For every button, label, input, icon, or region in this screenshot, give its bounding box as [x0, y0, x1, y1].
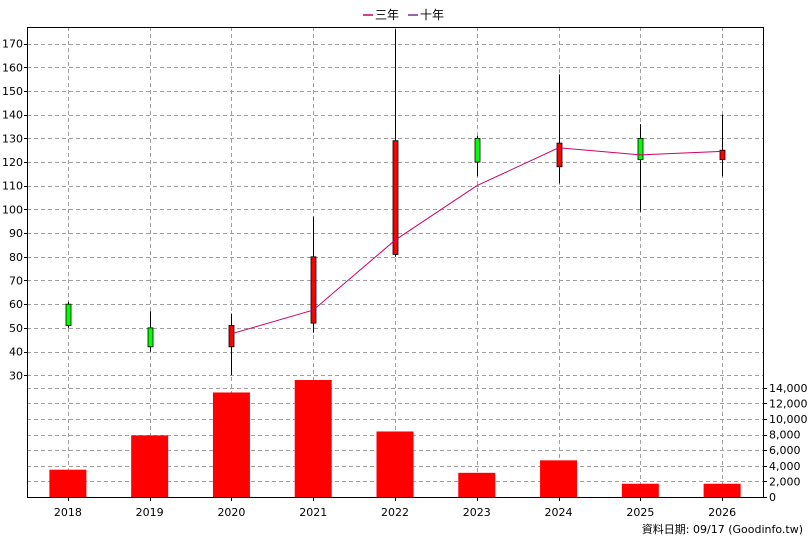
candle-body [228, 325, 235, 348]
x-tick-label: 2026 [708, 506, 736, 519]
volume-bar [49, 469, 87, 497]
volume-tick-label: 0 [769, 491, 776, 504]
legend-label-ten-year: 十年 [420, 8, 444, 22]
price-tick-label: 140 [2, 109, 23, 122]
volume-tick-label: 12,000 [769, 397, 808, 410]
volume-bar [458, 472, 496, 497]
volume-bars [49, 380, 741, 497]
trend-lines [231, 147, 723, 335]
volume-bar [376, 431, 414, 497]
volume-tick-label: 8,000 [769, 429, 801, 442]
volume-tick-label: 2,000 [769, 475, 801, 488]
price-tick-label: 40 [9, 346, 23, 359]
volume-bar [703, 483, 741, 497]
price-tick-label: 130 [2, 132, 23, 145]
volume-tick-label: 6,000 [769, 444, 801, 457]
price-axis-ticks: 30 40 50 60 70 80 90 100 110 120 130 140 150 160 170 [2, 38, 27, 382]
x-tick-label: 2020 [217, 506, 245, 519]
volume-tick-label: 4,000 [769, 460, 801, 473]
candle-body [65, 303, 72, 326]
candle-body [474, 137, 481, 163]
volume-bar [621, 483, 659, 497]
price-tick-label: 120 [2, 156, 23, 169]
candle-body [310, 256, 317, 324]
volume-tick-label: 14,000 [769, 382, 808, 395]
volume-bar [294, 380, 332, 497]
candle-body [556, 142, 563, 168]
price-tick-label: 100 [2, 203, 23, 216]
volume-axis-ticks: 0 2,000 4,000 6,000 8,000 10,000 12,000 14,000 [763, 382, 808, 504]
legend: 三年 十年 [363, 8, 444, 22]
series-line [231, 147, 723, 335]
footer-date-source: 資料日期: 09/17 (Goodinfo.tw) [642, 522, 803, 536]
x-tick-label: 2024 [545, 506, 573, 519]
volume-bar [540, 460, 578, 497]
candle-body [392, 140, 399, 255]
candle-body [637, 137, 644, 161]
x-tick-label: 2023 [463, 506, 491, 519]
volume-bar [212, 392, 250, 497]
price-tick-label: 70 [9, 274, 23, 287]
price-tick-label: 60 [9, 298, 23, 311]
volume-tick-label: 10,000 [769, 413, 808, 426]
price-tick-label: 160 [2, 61, 23, 74]
x-tick-label: 2018 [54, 506, 82, 519]
volume-bar [131, 435, 169, 497]
x-tick-label: 2025 [626, 506, 654, 519]
candle-body [147, 327, 154, 348]
x-tick-label: 2019 [136, 506, 164, 519]
x-tick-label: 2022 [381, 506, 409, 519]
price-tick-label: 110 [2, 180, 23, 193]
price-tick-label: 50 [9, 322, 23, 335]
price-tick-label: 150 [2, 85, 23, 98]
price-tick-label: 30 [9, 369, 23, 382]
price-tick-label: 80 [9, 251, 23, 264]
price-tick-label: 90 [9, 227, 23, 240]
legend-label-three-year: 三年 [375, 8, 399, 22]
x-axis-ticks: 2018 2019 2020 2021 2022 2023 2024 2025 2026 [54, 497, 736, 519]
price-tick-label: 170 [2, 38, 23, 51]
candlesticks [65, 29, 726, 376]
candle-body [719, 149, 726, 161]
x-tick-label: 2021 [299, 506, 327, 519]
